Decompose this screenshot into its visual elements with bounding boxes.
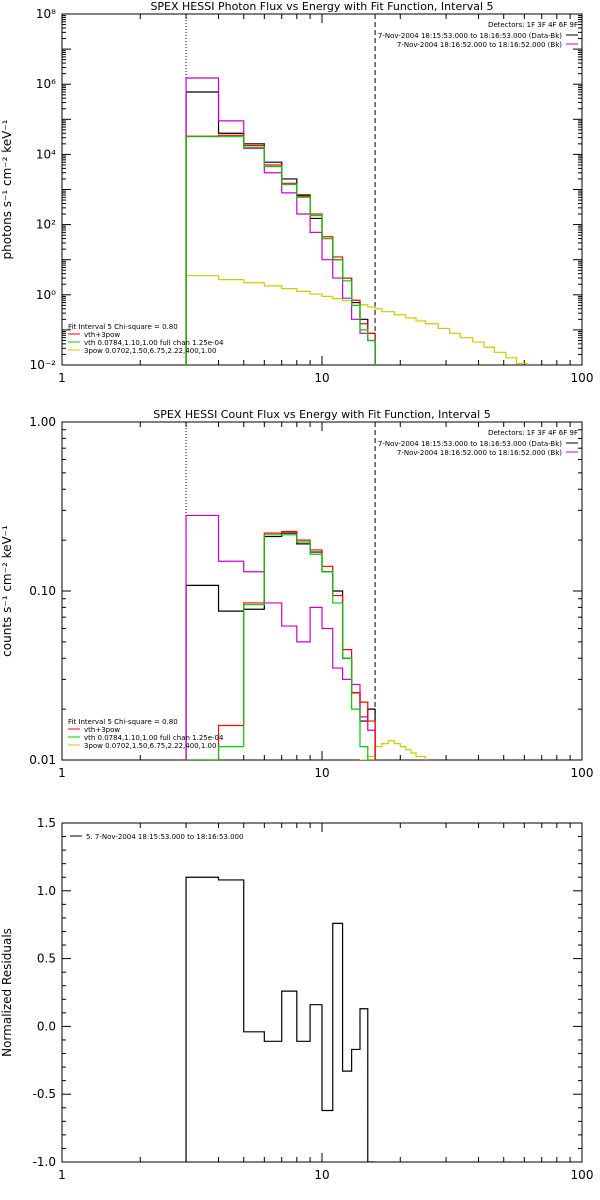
legend-header: Detectors: 1F 3F 4F 6F 9F [488,21,578,29]
y-tick-label: 1.5 [37,816,56,830]
chart-panel-2: SPEX HESSI Count Flux vs Energy with Fit… [0,408,593,780]
series-bk [185,77,376,365]
series-3pow [359,740,427,760]
x-tick-label: 1 [58,371,66,385]
y-tick-label: 10² [36,218,56,232]
x-tick-label: 10 [314,371,329,385]
y-tick-label: 1.0 [37,884,56,898]
plot-data [185,14,529,365]
legend-header: Detectors: 1F 3F 4F 6F 9F [488,429,578,437]
y-tick-label: 10⁴ [36,147,56,161]
fit-legend-header: Fit Interval 5 Chi-square = 0.80 [68,323,178,331]
series-3pow [185,275,529,365]
fit-legend-header: Fit Interval 5 Chi-square = 0.80 [68,718,178,726]
series-vth-3pow [186,530,376,760]
x-tick-label: 100 [571,1168,594,1182]
fit-legend-entry: vth+3pow [84,726,120,734]
y-tick-label: 10⁻² [30,358,57,372]
fit-legend-entry: vth 0.0784,1.10,1.00 full chan 1.25e-04 [84,339,224,347]
y-tick-label: -0.5 [33,1087,56,1101]
y-axis-label: Normalized Residuals [0,928,14,1057]
x-tick-label: 10 [314,1168,329,1182]
fit-legend-entry: 3pow 0.0702,1.50,6.75,2.22,400,1.00 [84,347,216,355]
series-vth-3pow [185,134,376,365]
series-vth [186,534,376,760]
y-tick-label: 0.5 [37,952,56,966]
legend-entry: 7-Nov-2004 18:16:52.000 to 18:16:52.000 … [397,449,562,457]
x-tick-label: 100 [571,371,594,385]
series-data-bk [185,532,376,760]
legend-entry: 7-Nov-2004 18:16:52.000 to 18:16:52.000 … [397,41,562,49]
y-tick-label: 10⁰ [36,288,56,302]
y-axis-label: photons s⁻¹ cm⁻² keV⁻¹ [0,119,14,259]
x-tick-label: 1 [58,766,66,780]
chart-panel-3: 1 10 100 -1.0 -0.5 0.0 0.5 1.0 1.5 Normalized Res… [0,816,593,1182]
chart-title: SPEX HESSI Photon Flux vs Energy with Fi… [150,0,493,13]
fit-legend-entry: vth 0.0784,1.10,1.00 full chan 1.25e-04 [84,734,224,742]
chart-panel-1: SPEX HESSI Photon Flux vs Energy with Fi… [0,0,593,385]
y-tick-label: 10⁸ [36,7,56,21]
plot-data [185,422,427,760]
plot-frame [61,822,583,1163]
x-tick-label: 10 [314,766,329,780]
plot-data [185,876,376,1162]
series-vth [185,136,376,365]
chart-title: SPEX HESSI Count Flux vs Energy with Fit… [153,408,490,421]
y-tick-label: 0.01 [29,753,56,767]
y-tick-label: -1.0 [33,1155,56,1169]
plot-frame [61,13,583,366]
y-tick-label: 10⁶ [36,77,56,91]
x-tick-label: 100 [571,766,594,780]
series-data-bk [185,91,376,365]
y-axis-label: counts s⁻¹ cm⁻² keV⁻¹ [0,525,14,657]
fit-legend-entry: 3pow 0.0702,1.50,6.75,2.22,400,1.00 [84,742,216,750]
fit-legend-entry: vth+3pow [84,331,120,339]
y-tick-label: 0.10 [29,584,56,598]
series-bk [185,514,376,760]
legend-entry: 5. 7-Nov-2004 18:15:53.000 to 18:16:53.0… [86,833,243,841]
legend-entry: 7-Nov-2004 18:15:53.000 to 18:16:53.000 … [378,440,562,448]
y-tick-label: 0.0 [37,1019,56,1033]
y-tick-label: 1.00 [29,415,56,429]
x-tick-label: 1 [58,1168,66,1182]
legend-entry: 7-Nov-2004 18:15:53.000 to 18:16:53.000 … [378,32,562,40]
series-residuals [185,876,376,1162]
plot-frame [61,421,583,761]
